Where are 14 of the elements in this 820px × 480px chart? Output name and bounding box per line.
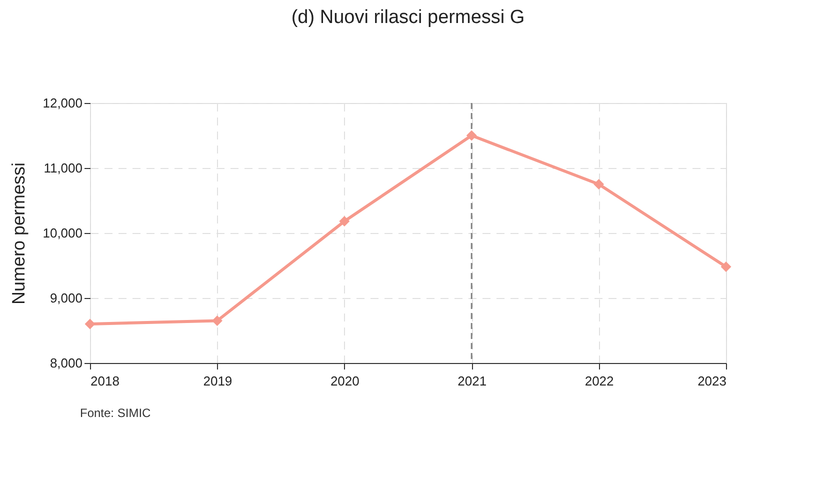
y-tick-label: 11,000 <box>44 160 82 176</box>
chart-title: (d) Nuovi rilasci permessi G <box>291 7 525 28</box>
y-axis-title: Numero permessi <box>8 162 29 305</box>
x-tick-label: 2023 <box>698 374 726 388</box>
source-note: Fonte: SIMIC <box>80 406 152 420</box>
x-tick-label: 2020 <box>330 374 360 388</box>
x-tick-label: 2021 <box>458 374 487 388</box>
y-tick-label: 12,000 <box>42 96 82 110</box>
y-tick-label: 10,000 <box>42 226 82 240</box>
y-tick-label: 8,000 <box>50 356 82 370</box>
y-tick-label: 9,000 <box>50 290 82 306</box>
x-tick-label: 2018 <box>90 374 120 388</box>
x-tick-label: 2022 <box>584 374 614 388</box>
x-tick-label: 2019 <box>203 374 232 388</box>
